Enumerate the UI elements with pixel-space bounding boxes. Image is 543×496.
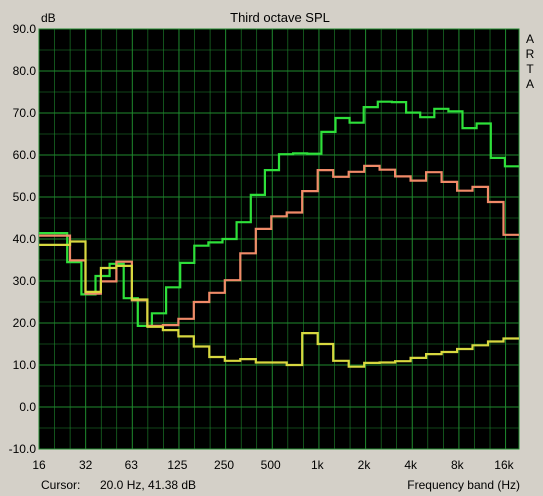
- grid: [38, 28, 520, 450]
- chart-title: Third octave SPL: [230, 10, 330, 25]
- watermark-letter: A: [526, 32, 534, 46]
- y-tick-label: 80.0: [13, 64, 37, 78]
- y-tick-label: 10.0: [13, 358, 37, 372]
- y-tick-label: 0.0: [19, 400, 36, 414]
- series-line-3: [39, 240, 519, 368]
- x-tick-label: 8k: [451, 458, 465, 472]
- x-tick-label: 4k: [404, 458, 418, 472]
- x-axis-label: Frequency band (Hz): [407, 478, 520, 492]
- y-tick-label: 40.0: [13, 232, 37, 246]
- x-tick-labels: 16 32 63 125 250 500 1k 2k 4k 8k 16k: [32, 458, 514, 472]
- x-tick-label: 32: [79, 458, 93, 472]
- y-tick-label: 20.0: [13, 316, 37, 330]
- x-tick-label: 500: [261, 458, 281, 472]
- x-tick-label: 16: [32, 458, 46, 472]
- y-tick-label: -10.0: [9, 442, 37, 456]
- cursor-label: Cursor:: [41, 478, 80, 492]
- y-tick-label: 60.0: [13, 148, 37, 162]
- y-axis-label: dB: [41, 11, 56, 25]
- cursor-value: 20.0 Hz, 41.38 dB: [100, 478, 196, 492]
- series-line-2: [39, 164, 519, 327]
- series-line-1: [39, 100, 519, 327]
- watermark-letter: T: [526, 62, 534, 76]
- series-layer: [39, 100, 519, 368]
- y-tick-labels: 90.0 80.0 70.0 60.0 50.0 40.0 30.0 20.0 10.0 0.0 -…: [9, 22, 37, 456]
- y-tick-label: 90.0: [13, 22, 37, 36]
- plot-frame: [38, 28, 520, 450]
- x-tick-label: 16k: [494, 458, 514, 472]
- x-tick-label: 125: [167, 458, 187, 472]
- x-tick-label: 2k: [358, 458, 372, 472]
- x-tick-label: 1k: [311, 458, 325, 472]
- y-tick-label: 30.0: [13, 274, 37, 288]
- watermark-letter: R: [526, 47, 535, 61]
- y-tick-label: 50.0: [13, 190, 37, 204]
- y-tick-label: 70.0: [13, 106, 37, 120]
- x-tick-label: 63: [125, 458, 139, 472]
- watermark-letter: A: [526, 77, 534, 91]
- x-tick-label: 250: [214, 458, 234, 472]
